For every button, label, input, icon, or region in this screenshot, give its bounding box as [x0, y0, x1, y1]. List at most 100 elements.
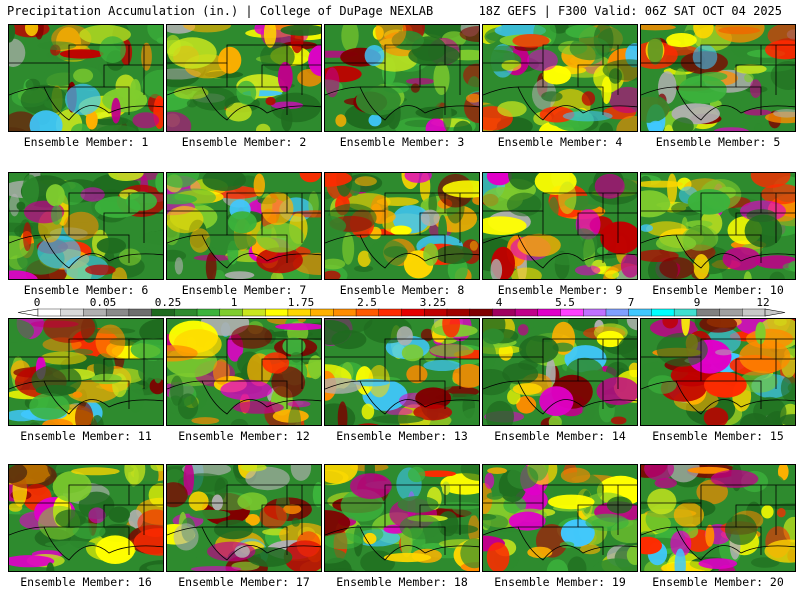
colorbar-swatch	[37, 308, 62, 317]
ensemble-member-map	[166, 172, 322, 280]
colorbar-swatch	[333, 308, 357, 317]
ensemble-member-label: Ensemble Member: 20	[652, 575, 784, 589]
colorbar-max-arrow	[764, 308, 786, 317]
colorbar-swatch	[537, 308, 562, 317]
ensemble-member-map	[324, 464, 480, 572]
colorbar-tick-label: 1	[230, 296, 238, 309]
colorbar-swatch	[583, 308, 607, 317]
ensemble-member-map	[482, 464, 638, 572]
precip-field	[325, 173, 479, 279]
colorbar-swatch	[424, 308, 448, 317]
ensemble-member-map	[640, 318, 796, 426]
ensemble-member-map	[324, 318, 480, 426]
ensemble-member-map	[640, 464, 796, 572]
colorbar-scale	[17, 308, 786, 317]
colorbar-swatch	[628, 308, 653, 317]
precip-field	[483, 465, 637, 571]
colorbar-tick-label: 12	[756, 296, 770, 309]
colorbar-tick-label: 3.25	[419, 296, 447, 309]
colorbar-swatch	[83, 308, 107, 317]
colorbar-swatch	[264, 308, 289, 317]
ensemble-member-map	[166, 464, 322, 572]
colorbar-swatch	[196, 308, 221, 317]
colorbar-swatch	[696, 308, 721, 317]
colorbar-swatch	[446, 308, 471, 317]
precip-field	[9, 465, 163, 571]
ensemble-member-map	[324, 24, 480, 132]
ensemble-member-map	[8, 464, 164, 572]
colorbar-tick-label: 5.5	[555, 296, 575, 309]
colorbar-swatch	[60, 308, 85, 317]
precip-field	[325, 25, 479, 131]
colorbar-swatch	[310, 308, 334, 317]
ensemble-member-label: Ensemble Member: 8	[339, 283, 465, 297]
ensemble-member-label: Ensemble Member: 3	[339, 135, 465, 149]
ensemble-member-map	[640, 172, 796, 280]
colorbar-tick-label: 1.75	[287, 296, 315, 309]
precip-field	[167, 25, 321, 131]
ensemble-member-label: Ensemble Member: 12	[178, 429, 310, 443]
ensemble-member-label: Ensemble Member: 18	[336, 575, 468, 589]
colorbar-tick-label: 4	[495, 296, 503, 309]
colorbar-swatch	[719, 308, 743, 317]
colorbar-swatch	[151, 308, 175, 317]
colorbar-swatch	[378, 308, 403, 317]
ensemble-member-map	[166, 24, 322, 132]
precip-field	[483, 25, 637, 131]
ensemble-member-label: Ensemble Member: 15	[652, 429, 784, 443]
colorbar-swatch	[287, 308, 312, 317]
ensemble-member-label: Ensemble Member: 4	[497, 135, 623, 149]
ensemble-member-label: Ensemble Member: 13	[336, 429, 468, 443]
ensemble-member-label: Ensemble Member: 9	[497, 283, 623, 297]
colorbar-swatch	[219, 308, 244, 317]
ensemble-member-map	[8, 318, 164, 426]
colorbar-swatch	[492, 308, 516, 317]
ensemble-member-label: Ensemble Member: 1	[23, 135, 149, 149]
colorbar-swatch	[401, 308, 425, 317]
ensemble-member-label: Ensemble Member: 16	[20, 575, 152, 589]
ensemble-member-map	[482, 318, 638, 426]
ensemble-member-map	[482, 172, 638, 280]
colorbar-swatch	[242, 308, 266, 317]
ensemble-member-label: Ensemble Member: 11	[20, 429, 152, 443]
precip-field	[9, 25, 163, 131]
colorbar-swatch	[469, 308, 493, 317]
ensemble-member-label: Ensemble Member: 19	[494, 575, 626, 589]
ensemble-member-map	[166, 318, 322, 426]
precip-field	[325, 319, 479, 425]
colorbar: 0 0.05 0.25 1 1.75 2.5 3.25 4 5.5 7 9 12	[0, 296, 800, 318]
model-run-info: 18Z GEFS | F300 Valid: 06Z SAT OCT 04 20…	[478, 4, 782, 18]
precip-field	[641, 465, 795, 571]
ensemble-member-map	[324, 172, 480, 280]
colorbar-swatch	[560, 308, 584, 317]
precip-field	[325, 465, 479, 571]
precip-field	[483, 319, 637, 425]
ensemble-member-label: Ensemble Member: 10	[652, 283, 784, 297]
colorbar-swatch	[128, 308, 153, 317]
precip-field	[167, 173, 321, 279]
colorbar-min-arrow	[17, 308, 39, 317]
colorbar-tick-label: 0.05	[89, 296, 117, 309]
colorbar-tick-label: 7	[627, 296, 635, 309]
precip-field	[9, 319, 163, 425]
ensemble-member-map	[8, 172, 164, 280]
colorbar-swatch	[742, 308, 766, 317]
colorbar-tick-label: 2.5	[357, 296, 377, 309]
precip-field	[483, 173, 637, 279]
ensemble-member-label: Ensemble Member: 2	[181, 135, 307, 149]
colorbar-swatch	[174, 308, 198, 317]
colorbar-swatch	[651, 308, 675, 317]
ensemble-member-map	[640, 24, 796, 132]
precip-field	[167, 465, 321, 571]
ensemble-member-map	[482, 24, 638, 132]
precip-field	[9, 173, 163, 279]
colorbar-swatch	[673, 308, 698, 317]
colorbar-tick-label: 9	[693, 296, 701, 309]
precip-field	[641, 319, 795, 425]
map-title: Precipitation Accumulation (in.) | Colle…	[7, 4, 434, 18]
colorbar-tick-label: 0	[33, 296, 41, 309]
precip-field	[641, 25, 795, 131]
precip-field	[167, 319, 321, 425]
colorbar-tick-label: 0.25	[154, 296, 182, 309]
colorbar-swatch	[105, 308, 130, 317]
